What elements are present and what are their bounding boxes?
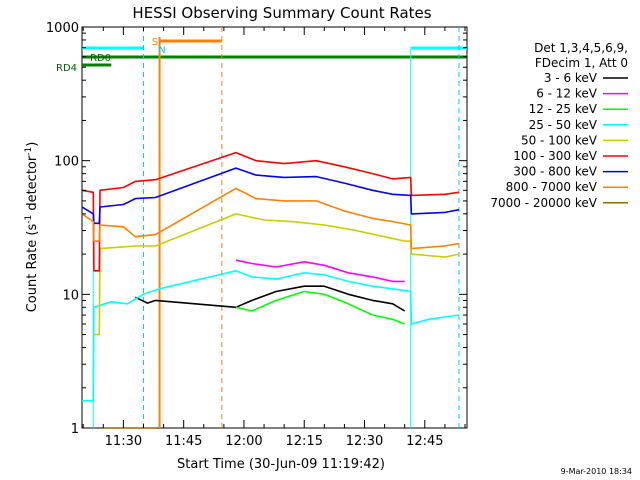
chart-title: HESSI Observing Summary Count Rates bbox=[132, 4, 431, 22]
x-tick-label: 12:15 bbox=[286, 434, 323, 449]
y-label-part-2: detector bbox=[25, 155, 40, 215]
night-marker: N bbox=[158, 45, 165, 56]
legend-label-7: 800 - 7000 keV bbox=[506, 180, 598, 194]
series-line-5 bbox=[81, 151, 460, 272]
x-tick-label: 12:30 bbox=[346, 434, 383, 449]
footer-timestamp: 9-Mar-2010 18:34 bbox=[561, 467, 632, 476]
series-line-3 bbox=[82, 270, 460, 402]
legend-label-4: 50 - 100 keV bbox=[521, 133, 598, 147]
series-lines bbox=[81, 151, 460, 429]
legend-header-line-1: Det 1,3,4,5,6,9, bbox=[534, 41, 628, 55]
x-tick-label: 11:45 bbox=[165, 434, 202, 449]
y-tick-label: 10 bbox=[62, 288, 79, 303]
y-axis-ticks: 1 10 100 1000 bbox=[46, 21, 467, 437]
x-axis-ticks: 11:30 11:45 12:00 12:15 12:30 12:45 bbox=[82, 27, 466, 449]
legend-label-2: 12 - 25 keV bbox=[529, 102, 598, 116]
legend-header-line-2: FDecim 1, Att 0 bbox=[535, 56, 628, 70]
rd4-marker: RD4 bbox=[56, 63, 77, 74]
y-label-part-1: Count Rate (s bbox=[25, 224, 40, 313]
y-tick-label: 1000 bbox=[46, 21, 79, 36]
legend-label-0: 3 - 6 keV bbox=[544, 71, 598, 85]
series-line-4 bbox=[93, 213, 460, 336]
plot-frame bbox=[81, 26, 468, 429]
series-line-2 bbox=[235, 290, 405, 325]
series-line-0 bbox=[135, 285, 406, 312]
legend-label-3: 25 - 50 keV bbox=[529, 118, 598, 132]
saa-marker: S bbox=[152, 37, 158, 48]
y-axis-label: Count Rate (s-1 detector-1) bbox=[24, 142, 40, 313]
legend-label-5: 100 - 300 keV bbox=[513, 149, 597, 163]
legend-label-1: 6 - 12 keV bbox=[536, 87, 598, 101]
series-line-1 bbox=[235, 259, 405, 283]
series-line-6 bbox=[81, 167, 460, 225]
legend-label-6: 300 - 800 keV bbox=[513, 165, 597, 179]
series-line-7 bbox=[81, 187, 460, 250]
legend: Det 1,3,4,5,6,9, FDecim 1, Att 0 3 - 6 k… bbox=[490, 41, 628, 210]
x-axis-label: Start Time (30-Jun-09 11:19:42) bbox=[177, 457, 385, 472]
y-label-part-3: ) bbox=[25, 142, 40, 147]
legend-label-8: 7000 - 20000 keV bbox=[490, 196, 597, 210]
y-label-sup-2: -1 bbox=[24, 147, 34, 156]
y-tick-label: 100 bbox=[54, 155, 79, 170]
x-tick-label: 12:45 bbox=[406, 434, 443, 449]
y-tick-label: 1 bbox=[71, 422, 79, 437]
time-markers bbox=[82, 27, 467, 428]
y-label-sup-1: -1 bbox=[24, 215, 34, 224]
x-tick-label: 12:00 bbox=[225, 434, 262, 449]
x-tick-label: 11:30 bbox=[105, 434, 142, 449]
rd0-marker: RD0 bbox=[90, 53, 111, 64]
